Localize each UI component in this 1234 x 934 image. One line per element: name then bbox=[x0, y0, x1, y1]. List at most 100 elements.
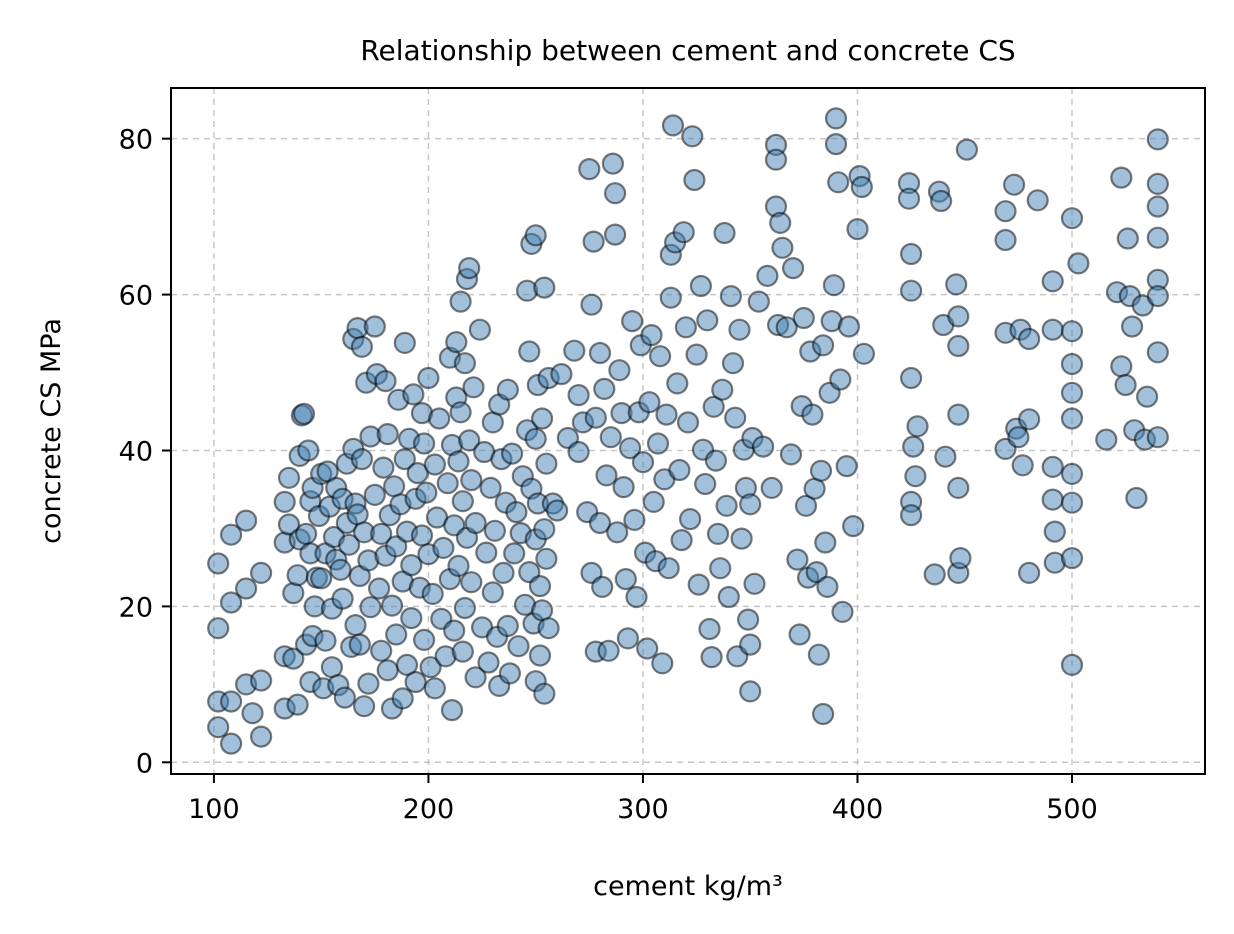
scatter-point bbox=[904, 465, 927, 488]
scatter-point bbox=[659, 286, 682, 309]
x-tick-label: 400 bbox=[832, 794, 884, 825]
scatter-point bbox=[681, 125, 704, 148]
scatter-point bbox=[642, 490, 665, 513]
scatter-point bbox=[1114, 373, 1137, 397]
scatter-point bbox=[769, 211, 792, 234]
scatter-point bbox=[1007, 426, 1030, 449]
scatter-point bbox=[359, 596, 382, 619]
scatter-point bbox=[601, 152, 625, 175]
scatter-point bbox=[498, 662, 521, 685]
scatter-point bbox=[518, 340, 541, 363]
scatter-point bbox=[314, 629, 337, 652]
scatter-point bbox=[739, 493, 762, 516]
scatter-point bbox=[533, 518, 556, 541]
scatter-point bbox=[994, 200, 1017, 223]
scatter-point bbox=[899, 366, 923, 390]
scatter-point bbox=[949, 546, 972, 570]
scatter-point bbox=[934, 445, 957, 468]
scatter-point bbox=[464, 511, 487, 535]
scatter-point bbox=[451, 640, 474, 663]
scatter-point bbox=[348, 633, 371, 656]
scatter-point bbox=[721, 352, 745, 375]
scatter-point bbox=[453, 596, 476, 620]
scatter-point bbox=[612, 476, 635, 499]
y-tick-label: 80 bbox=[119, 125, 153, 156]
scatter-point bbox=[350, 335, 373, 358]
scatter-point bbox=[801, 403, 824, 426]
scatter-point bbox=[404, 670, 427, 694]
scatter-point bbox=[567, 440, 590, 464]
scatter-point bbox=[1110, 166, 1133, 189]
scatter-point bbox=[760, 476, 783, 499]
scatter-point bbox=[779, 443, 803, 466]
scatter-point bbox=[376, 659, 399, 682]
scatter-point bbox=[728, 318, 751, 341]
scatter-point bbox=[827, 171, 850, 194]
scatter-point bbox=[1060, 653, 1084, 677]
y-tick-label: 20 bbox=[119, 592, 153, 623]
scatter-point bbox=[822, 274, 846, 297]
scatter-point bbox=[676, 411, 700, 434]
scatter-point bbox=[545, 499, 569, 522]
scatter-point bbox=[597, 639, 620, 662]
scatter-point bbox=[524, 224, 547, 247]
scatter-point bbox=[282, 581, 305, 605]
scatter-point bbox=[788, 623, 811, 646]
x-tick-label: 100 bbox=[188, 794, 240, 825]
scatter-point bbox=[689, 274, 713, 298]
scatter-point bbox=[906, 415, 929, 438]
scatter-point bbox=[363, 315, 386, 338]
scatter-point bbox=[550, 363, 573, 386]
scatter-point bbox=[395, 653, 419, 677]
scatter-point bbox=[739, 680, 762, 703]
scatter-point bbox=[1060, 546, 1084, 570]
scatter-point bbox=[747, 290, 770, 313]
scatter-point bbox=[1146, 172, 1169, 195]
scatter-point bbox=[421, 582, 444, 606]
scatter-point bbox=[1095, 428, 1118, 451]
scatter-point bbox=[1011, 454, 1034, 477]
scatter-point bbox=[406, 462, 429, 485]
x-axis-ticks: 100 200 300 400 500 bbox=[188, 774, 1098, 825]
scatter-point bbox=[477, 651, 500, 674]
scatter-point bbox=[1060, 381, 1084, 404]
scatter-point bbox=[443, 619, 466, 642]
scatter-point bbox=[696, 309, 719, 332]
y-tick-label: 60 bbox=[119, 281, 153, 312]
scatter-point bbox=[563, 339, 586, 362]
x-tick-label: 500 bbox=[1046, 794, 1098, 825]
scatter-point bbox=[947, 334, 970, 358]
scatter-point bbox=[814, 531, 837, 554]
scatter-point bbox=[567, 384, 590, 407]
scatter-point bbox=[220, 591, 243, 614]
scatter-point bbox=[447, 554, 470, 578]
scatter-point bbox=[458, 257, 481, 280]
scatter-point bbox=[297, 439, 320, 462]
scatter-point bbox=[603, 182, 627, 205]
x-tick-label: 300 bbox=[617, 794, 669, 825]
scatter-point bbox=[292, 402, 316, 425]
scatter-point bbox=[631, 451, 655, 474]
scatter-point bbox=[436, 472, 459, 495]
scatter-point bbox=[460, 571, 483, 594]
x-tick-label: 200 bbox=[403, 794, 455, 825]
scatter-point bbox=[400, 553, 423, 577]
scatter-point bbox=[1060, 491, 1084, 514]
scatter-point bbox=[704, 449, 728, 472]
scatter-point bbox=[1017, 561, 1041, 585]
scatter-point bbox=[357, 672, 380, 695]
scatter-point bbox=[468, 318, 491, 341]
scatter-point bbox=[835, 455, 858, 478]
scatter-point bbox=[1041, 318, 1064, 341]
scatter-point bbox=[528, 574, 552, 598]
scatter-point bbox=[683, 168, 706, 192]
scatter-point bbox=[235, 509, 258, 532]
scatter-point bbox=[719, 285, 743, 308]
scatter-point bbox=[947, 305, 970, 328]
scatter-point bbox=[1041, 488, 1064, 511]
scatter-point bbox=[1026, 189, 1049, 212]
scatter-point bbox=[385, 535, 408, 558]
scatter-point bbox=[241, 702, 264, 725]
y-tick-label: 0 bbox=[136, 748, 153, 779]
scatter-point bbox=[496, 614, 519, 638]
